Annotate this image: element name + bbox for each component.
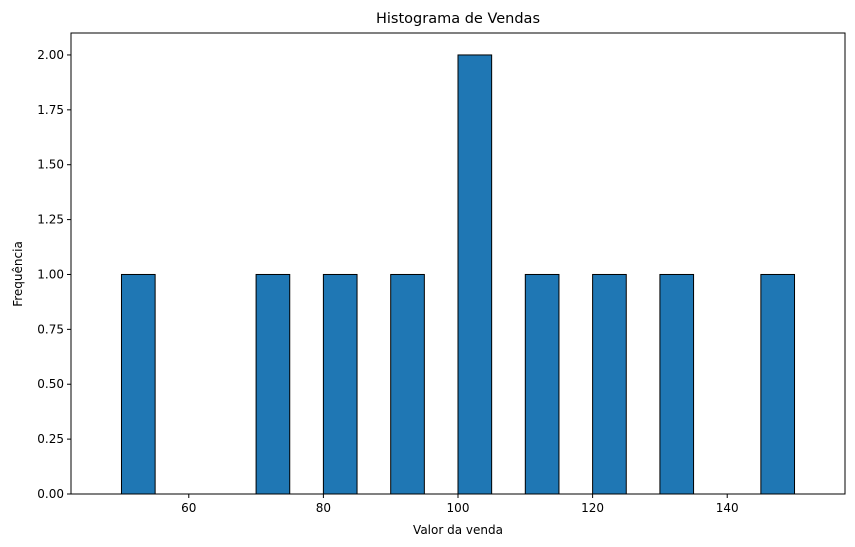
histogram-bar xyxy=(322,273,358,495)
histogram-bar xyxy=(592,273,627,495)
y-axis-title: Frequência xyxy=(11,241,25,307)
y-tick-label: 2.00 xyxy=(37,48,64,62)
x-axis-title: Valor da venda xyxy=(413,523,503,537)
y-tick-label: 0.75 xyxy=(37,322,64,336)
histogram-bar xyxy=(457,54,493,495)
x-tick-label: 120 xyxy=(581,501,604,515)
y-tick-label: 1.00 xyxy=(37,267,64,281)
histogram-bar xyxy=(120,273,156,495)
histogram-bar xyxy=(255,273,291,495)
y-tick-label: 1.50 xyxy=(37,158,64,172)
histogram-bar xyxy=(390,273,425,495)
histogram-bar xyxy=(524,273,560,495)
histogram-bar xyxy=(659,273,695,495)
x-tick-label: 100 xyxy=(447,501,470,515)
plot-area: 60 80 100 120 140 0.00 0.25 0.50 0.75 1.00 1.25 1.5… xyxy=(37,32,846,515)
y-tick-label: 0.00 xyxy=(37,487,64,501)
y-tick-label: 0.50 xyxy=(37,377,64,391)
y-tick-label: 1.75 xyxy=(37,103,64,117)
y-tick-label: 0.25 xyxy=(37,432,64,446)
y-tick-label: 1.25 xyxy=(37,213,64,227)
x-tick-label: 140 xyxy=(716,501,739,515)
chart-title: Histograma de Vendas xyxy=(376,11,540,27)
x-tick-label: 80 xyxy=(316,501,331,515)
histogram-bar xyxy=(760,273,796,495)
x-tick-label: 60 xyxy=(181,501,196,515)
